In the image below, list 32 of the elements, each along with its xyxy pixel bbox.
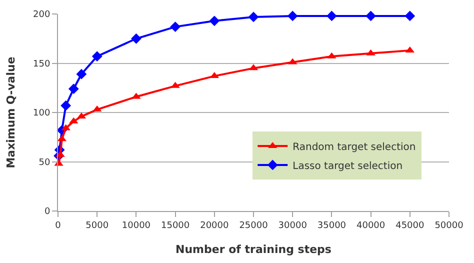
x-tick-label: 5000 [86,220,109,231]
x-tick-label: 30000 [278,220,308,231]
y-tick-label: 200 [33,10,50,20]
point [404,10,416,22]
point [170,22,180,32]
point [131,33,142,44]
x-tick-label: 0 [55,220,62,231]
point [326,10,337,22]
y-tick-label: 50 [38,158,50,168]
legend-label: Lasso target selection [292,160,403,172]
x-tick-label: 35000 [317,220,346,231]
point [76,68,87,80]
y-axis-title: Maximum Q-value [4,56,18,168]
point [366,10,376,22]
y-tick-label: 150 [33,59,50,70]
x-tick-label: 50000 [434,220,464,231]
point [248,12,259,22]
point [92,51,102,62]
x-tick-label: 15000 [160,220,190,231]
x-tick-label: 25000 [239,220,268,231]
point [287,10,298,22]
legend-label: Random target selection [292,142,416,153]
x-tick-label: 45000 [396,220,424,231]
x-tick-label: 10000 [122,220,151,231]
point [60,100,72,111]
point [68,84,79,94]
x-tick-label: 20000 [200,220,229,231]
x-axis-title: Number of training steps [176,243,332,256]
x-tick-label: 40000 [356,220,386,231]
y-tick-label: 0 [44,207,50,218]
point [209,16,220,26]
y-tick-label: 100 [33,108,50,119]
